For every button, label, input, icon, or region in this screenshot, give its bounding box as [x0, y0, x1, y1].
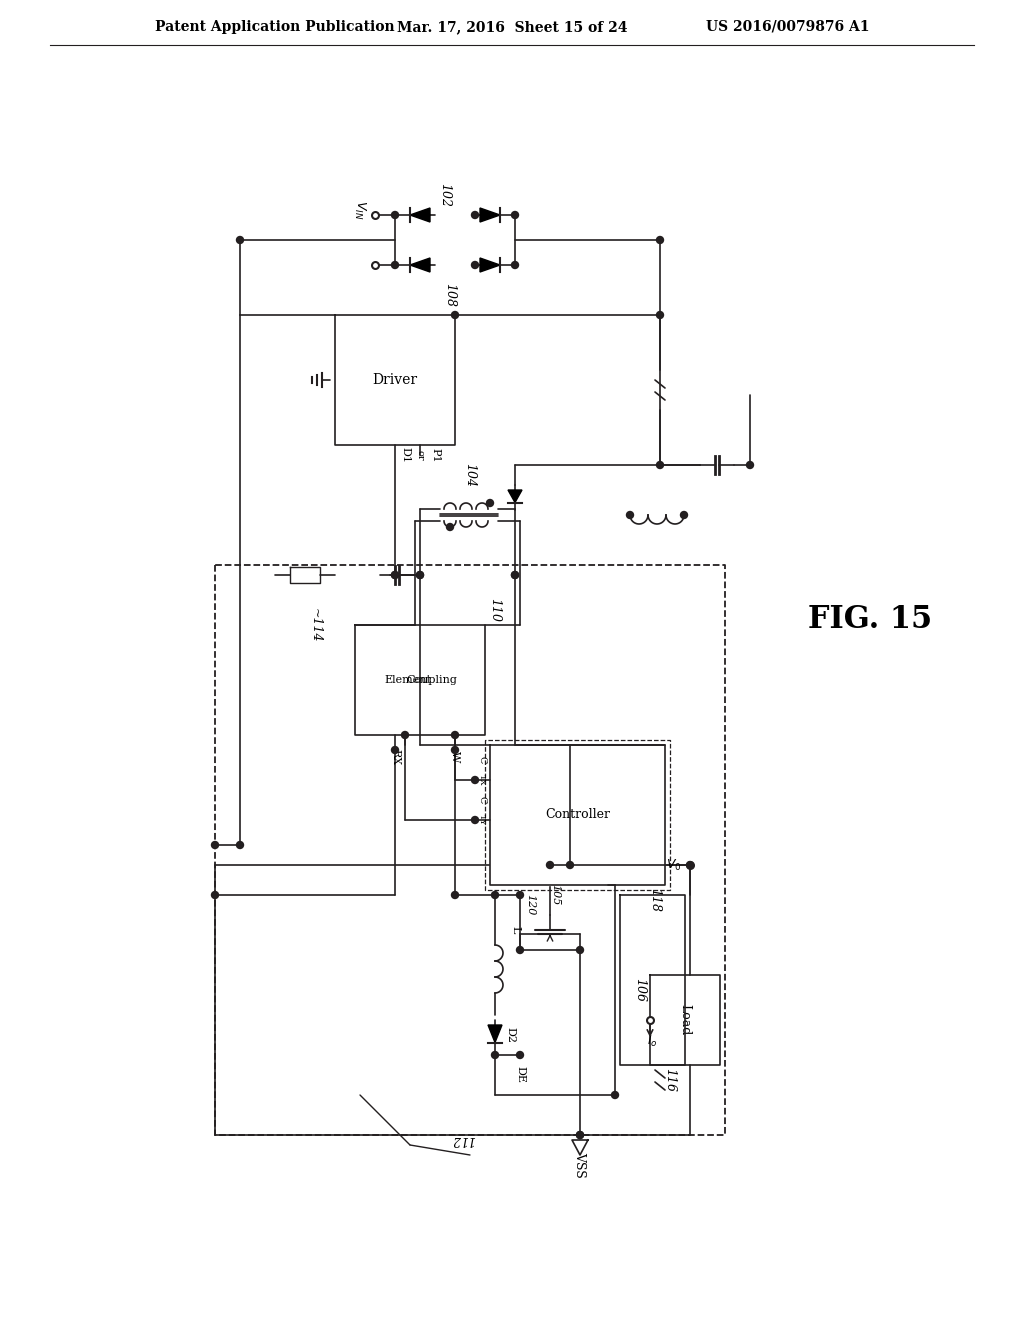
Text: D2: D2 — [505, 1027, 515, 1043]
Circle shape — [512, 261, 518, 268]
Text: Mar. 17, 2016  Sheet 15 of 24: Mar. 17, 2016 Sheet 15 of 24 — [396, 20, 628, 34]
Polygon shape — [508, 490, 522, 503]
Circle shape — [212, 842, 218, 849]
Circle shape — [452, 731, 459, 738]
Circle shape — [391, 747, 398, 754]
Circle shape — [746, 462, 754, 469]
Circle shape — [391, 572, 398, 578]
Text: Element: Element — [384, 675, 431, 685]
Circle shape — [656, 236, 664, 243]
Text: US 2016/0079876 A1: US 2016/0079876 A1 — [707, 20, 870, 34]
Circle shape — [452, 747, 459, 754]
Circle shape — [656, 312, 664, 318]
Text: D1: D1 — [400, 447, 410, 463]
Circle shape — [512, 572, 518, 578]
Text: 110: 110 — [488, 598, 502, 622]
Text: P1: P1 — [430, 447, 440, 462]
Text: Coupling: Coupling — [407, 675, 458, 685]
Text: 120: 120 — [525, 895, 535, 916]
Text: Patent Application Publication: Patent Application Publication — [155, 20, 394, 34]
Polygon shape — [410, 257, 430, 272]
Circle shape — [417, 572, 424, 578]
Text: 106: 106 — [634, 978, 646, 1002]
Text: or: or — [416, 450, 425, 461]
Text: Controller: Controller — [545, 808, 610, 821]
Text: RX: RX — [390, 748, 400, 766]
Circle shape — [471, 776, 478, 784]
Text: VSS: VSS — [573, 1152, 587, 1177]
Polygon shape — [488, 1026, 502, 1043]
Circle shape — [391, 261, 398, 268]
Circle shape — [686, 862, 693, 869]
Circle shape — [401, 731, 409, 738]
Text: W: W — [450, 751, 460, 763]
Circle shape — [566, 862, 573, 869]
Text: $V_{IN}$: $V_{IN}$ — [352, 201, 368, 219]
Text: C: C — [477, 756, 486, 764]
Text: Driver: Driver — [373, 374, 418, 387]
Polygon shape — [335, 315, 455, 445]
Circle shape — [212, 891, 218, 899]
Polygon shape — [572, 1140, 588, 1155]
Circle shape — [516, 946, 523, 953]
Text: 118: 118 — [648, 888, 662, 912]
Circle shape — [237, 842, 244, 849]
Circle shape — [516, 891, 523, 899]
Circle shape — [577, 1131, 584, 1138]
Circle shape — [547, 862, 554, 869]
Circle shape — [486, 499, 494, 507]
Polygon shape — [480, 257, 500, 272]
Circle shape — [512, 211, 518, 219]
Circle shape — [681, 511, 687, 519]
Circle shape — [577, 946, 584, 953]
Text: 102: 102 — [438, 183, 452, 207]
Circle shape — [656, 462, 664, 469]
Circle shape — [577, 1131, 584, 1138]
Circle shape — [417, 572, 424, 578]
Circle shape — [492, 1052, 499, 1059]
Text: 112: 112 — [451, 1134, 475, 1147]
Circle shape — [471, 261, 478, 268]
Text: TY: TY — [478, 814, 486, 825]
Circle shape — [471, 817, 478, 824]
Polygon shape — [290, 568, 319, 583]
Text: DE: DE — [515, 1067, 525, 1084]
Circle shape — [611, 1092, 618, 1098]
Circle shape — [516, 1052, 523, 1059]
Text: 104: 104 — [464, 463, 476, 487]
Circle shape — [627, 511, 634, 519]
Text: FIG. 15: FIG. 15 — [808, 605, 932, 635]
Polygon shape — [620, 895, 685, 1065]
Text: Load: Load — [679, 1005, 691, 1036]
Text: $V_0$: $V_0$ — [667, 858, 682, 873]
Text: L: L — [510, 927, 520, 933]
Circle shape — [446, 524, 454, 531]
Circle shape — [512, 572, 518, 578]
Text: 116: 116 — [664, 1068, 677, 1092]
Text: C: C — [477, 796, 486, 804]
Circle shape — [452, 312, 459, 318]
Text: TX: TX — [478, 775, 486, 785]
Circle shape — [492, 891, 499, 899]
Circle shape — [391, 211, 398, 219]
Text: 108: 108 — [443, 282, 457, 308]
Text: ~114: ~114 — [308, 607, 322, 643]
Circle shape — [391, 572, 398, 578]
Polygon shape — [355, 624, 485, 735]
Circle shape — [452, 891, 459, 899]
Polygon shape — [480, 209, 500, 222]
Polygon shape — [410, 209, 430, 222]
Polygon shape — [490, 744, 665, 884]
Text: 105: 105 — [550, 884, 560, 906]
Text: $I_o$: $I_o$ — [647, 1034, 657, 1049]
Polygon shape — [650, 975, 720, 1065]
Circle shape — [471, 211, 478, 219]
Circle shape — [237, 236, 244, 243]
